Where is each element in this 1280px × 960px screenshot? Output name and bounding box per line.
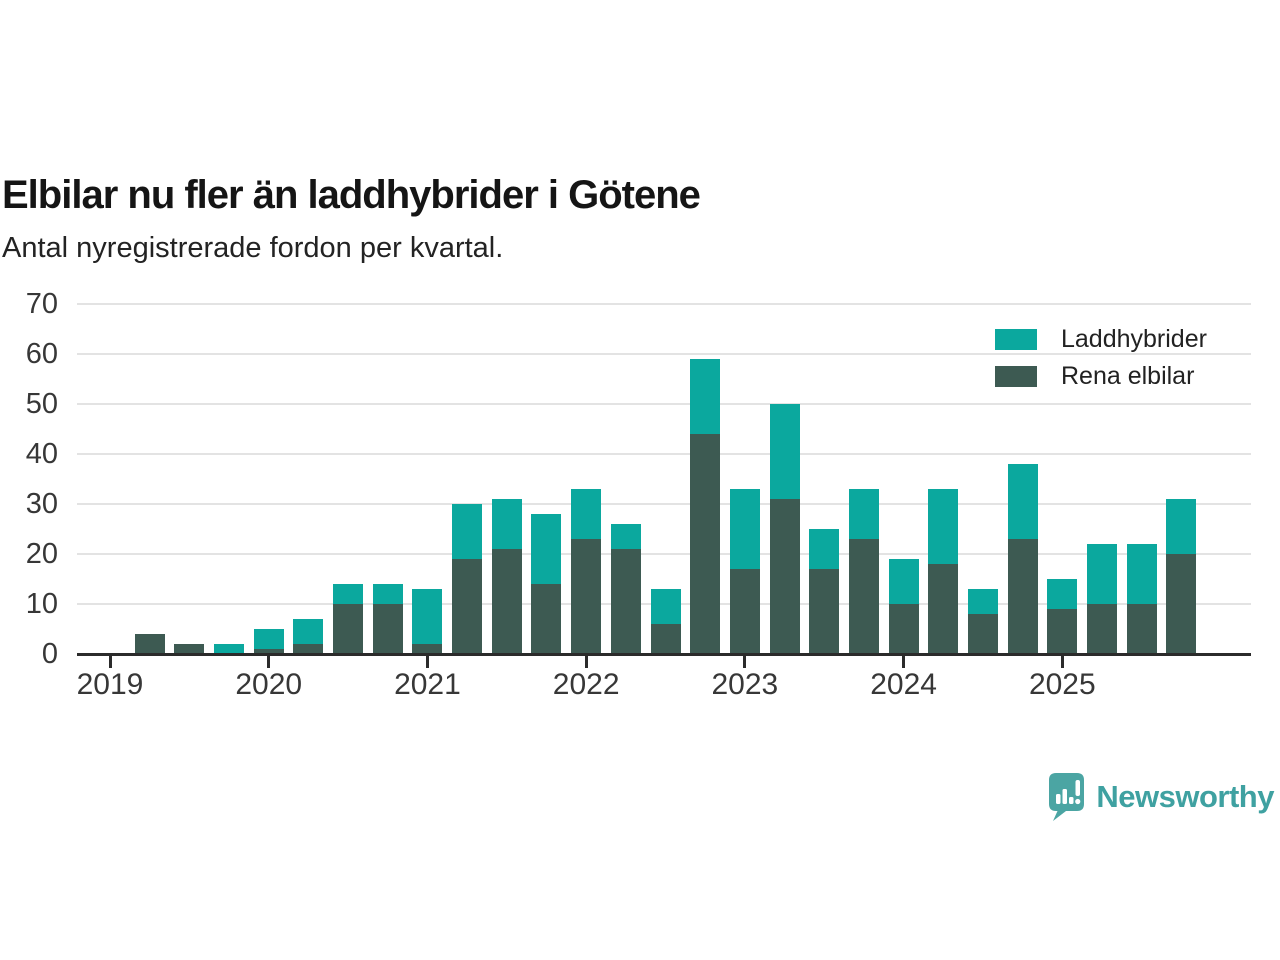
bar-2024-Q4-elbilar	[1007, 539, 1038, 654]
x-tick-2025	[1060, 656, 1064, 668]
bar-2022-Q1-laddhybrid	[571, 489, 602, 539]
bar-2019-Q2-elbilar	[134, 634, 165, 654]
bar-2023-Q1-laddhybrid	[729, 489, 760, 569]
bar-2021-Q3-laddhybrid	[491, 499, 522, 549]
y-tick-label-40: 40	[25, 438, 58, 470]
bar-2022-Q3-elbilar	[650, 624, 681, 654]
bar-2021-Q2-elbilar	[452, 559, 483, 654]
chart-subtitle: Antal nyregistrerade fordon per kvartal.	[2, 232, 504, 264]
bar-2020-Q2-laddhybrid	[293, 619, 324, 644]
bar-2021-Q1-elbilar	[412, 644, 443, 654]
gridline-70	[77, 303, 1251, 305]
x-tick-2023	[743, 656, 747, 668]
bar-2023-Q3-laddhybrid	[809, 529, 840, 569]
newsworthy-logo-icon	[1049, 773, 1085, 821]
bar-2022-Q2-laddhybrid	[610, 524, 641, 549]
x-tick-2024	[902, 656, 906, 668]
y-tick-label-30: 30	[25, 488, 58, 520]
bar-2022-Q1-elbilar	[571, 539, 602, 654]
bar-2022-Q2-elbilar	[610, 549, 641, 654]
bar-2019-Q3-elbilar	[174, 644, 205, 654]
x-tick-label-2025: 2025	[1028, 668, 1096, 701]
x-tick-label-2023: 2023	[711, 668, 779, 701]
bar-2025-Q3-elbilar	[1126, 604, 1157, 654]
gridline-20	[77, 553, 1251, 555]
y-tick-label-70: 70	[25, 288, 58, 320]
bar-2025-Q2-elbilar	[1087, 604, 1117, 654]
bar-2025-Q4-laddhybrid	[1166, 499, 1197, 554]
bar-2025-Q2-laddhybrid	[1087, 544, 1117, 604]
plot-area	[77, 303, 1251, 654]
bar-2025-Q3-laddhybrid	[1126, 544, 1157, 604]
bar-2023-Q1-elbilar	[729, 569, 760, 654]
bar-2024-Q2-laddhybrid	[928, 489, 959, 564]
x-tick-2021	[425, 656, 429, 668]
bar-2023-Q4-elbilar	[848, 539, 879, 654]
x-tick-label-2022: 2022	[552, 668, 620, 701]
legend-label-0: Laddhybrider	[1061, 324, 1207, 353]
legend-item-1: Rena elbilar	[995, 362, 1207, 390]
y-tick-label-10: 10	[25, 588, 58, 620]
bar-2023-Q3-elbilar	[809, 569, 840, 654]
bar-2020-Q3-elbilar	[333, 604, 364, 654]
x-tick-2022	[584, 656, 588, 668]
bar-2019-Q4-laddhybrid	[214, 644, 245, 654]
gridline-40	[77, 453, 1251, 455]
bar-2025-Q4-elbilar	[1166, 554, 1197, 654]
x-tick-2019	[108, 656, 112, 668]
bar-2022-Q4-laddhybrid	[690, 359, 721, 434]
bar-2024-Q1-elbilar	[888, 604, 919, 654]
bar-2020-Q4-elbilar	[372, 604, 403, 654]
bar-2022-Q3-laddhybrid	[650, 589, 681, 624]
x-tick-label-2020: 2020	[235, 668, 303, 701]
y-tick-label-50: 50	[25, 388, 58, 420]
y-tick-label-20: 20	[25, 538, 58, 570]
y-tick-label-60: 60	[25, 338, 58, 370]
x-tick-label-2019: 2019	[76, 668, 144, 701]
bar-2023-Q2-elbilar	[769, 499, 800, 654]
bar-2025-Q1-elbilar	[1047, 609, 1078, 654]
bar-2021-Q4-elbilar	[531, 584, 562, 654]
gridline-30	[77, 503, 1251, 505]
brand-name: Newsworthy	[1096, 779, 1274, 814]
bar-2024-Q3-laddhybrid	[967, 589, 998, 614]
bar-2021-Q4-laddhybrid	[531, 514, 562, 584]
bar-2021-Q3-elbilar	[491, 549, 522, 654]
legend-swatch-1	[995, 365, 1037, 387]
x-axis-line	[77, 653, 1251, 656]
x-tick-label-2021: 2021	[394, 668, 461, 701]
bar-2020-Q1-elbilar	[253, 649, 284, 654]
bar-2020-Q4-laddhybrid	[372, 584, 403, 604]
legend-label-1: Rena elbilar	[1061, 361, 1195, 390]
legend: Laddhybrider Rena elbilar	[995, 325, 1207, 402]
bar-2024-Q2-elbilar	[928, 564, 959, 654]
x-tick-2020	[267, 656, 271, 668]
y-tick-label-0: 0	[41, 638, 58, 670]
bar-2021-Q2-laddhybrid	[452, 504, 483, 559]
gridline-50	[77, 403, 1251, 405]
bar-2020-Q3-laddhybrid	[333, 584, 364, 604]
bar-2024-Q1-laddhybrid	[888, 559, 919, 604]
bar-2023-Q4-laddhybrid	[848, 489, 879, 539]
bar-2023-Q2-laddhybrid	[769, 404, 800, 499]
bar-2020-Q2-elbilar	[293, 644, 324, 654]
gridline-60	[77, 353, 1251, 355]
legend-swatch-0	[995, 328, 1037, 350]
bar-2025-Q1-laddhybrid	[1047, 579, 1078, 609]
bar-2020-Q1-laddhybrid	[253, 629, 284, 649]
brand-footer: Newsworthy	[1049, 773, 1274, 821]
bar-2022-Q4-elbilar	[690, 434, 721, 654]
chart-title: Elbilar nu fler än laddhybrider i Götene	[2, 172, 701, 217]
bar-2024-Q3-elbilar	[967, 614, 998, 654]
bar-2024-Q4-laddhybrid	[1007, 464, 1038, 539]
x-tick-label-2024: 2024	[870, 668, 937, 701]
legend-item-0: Laddhybrider	[995, 325, 1207, 353]
bar-2021-Q1-laddhybrid	[412, 589, 443, 644]
